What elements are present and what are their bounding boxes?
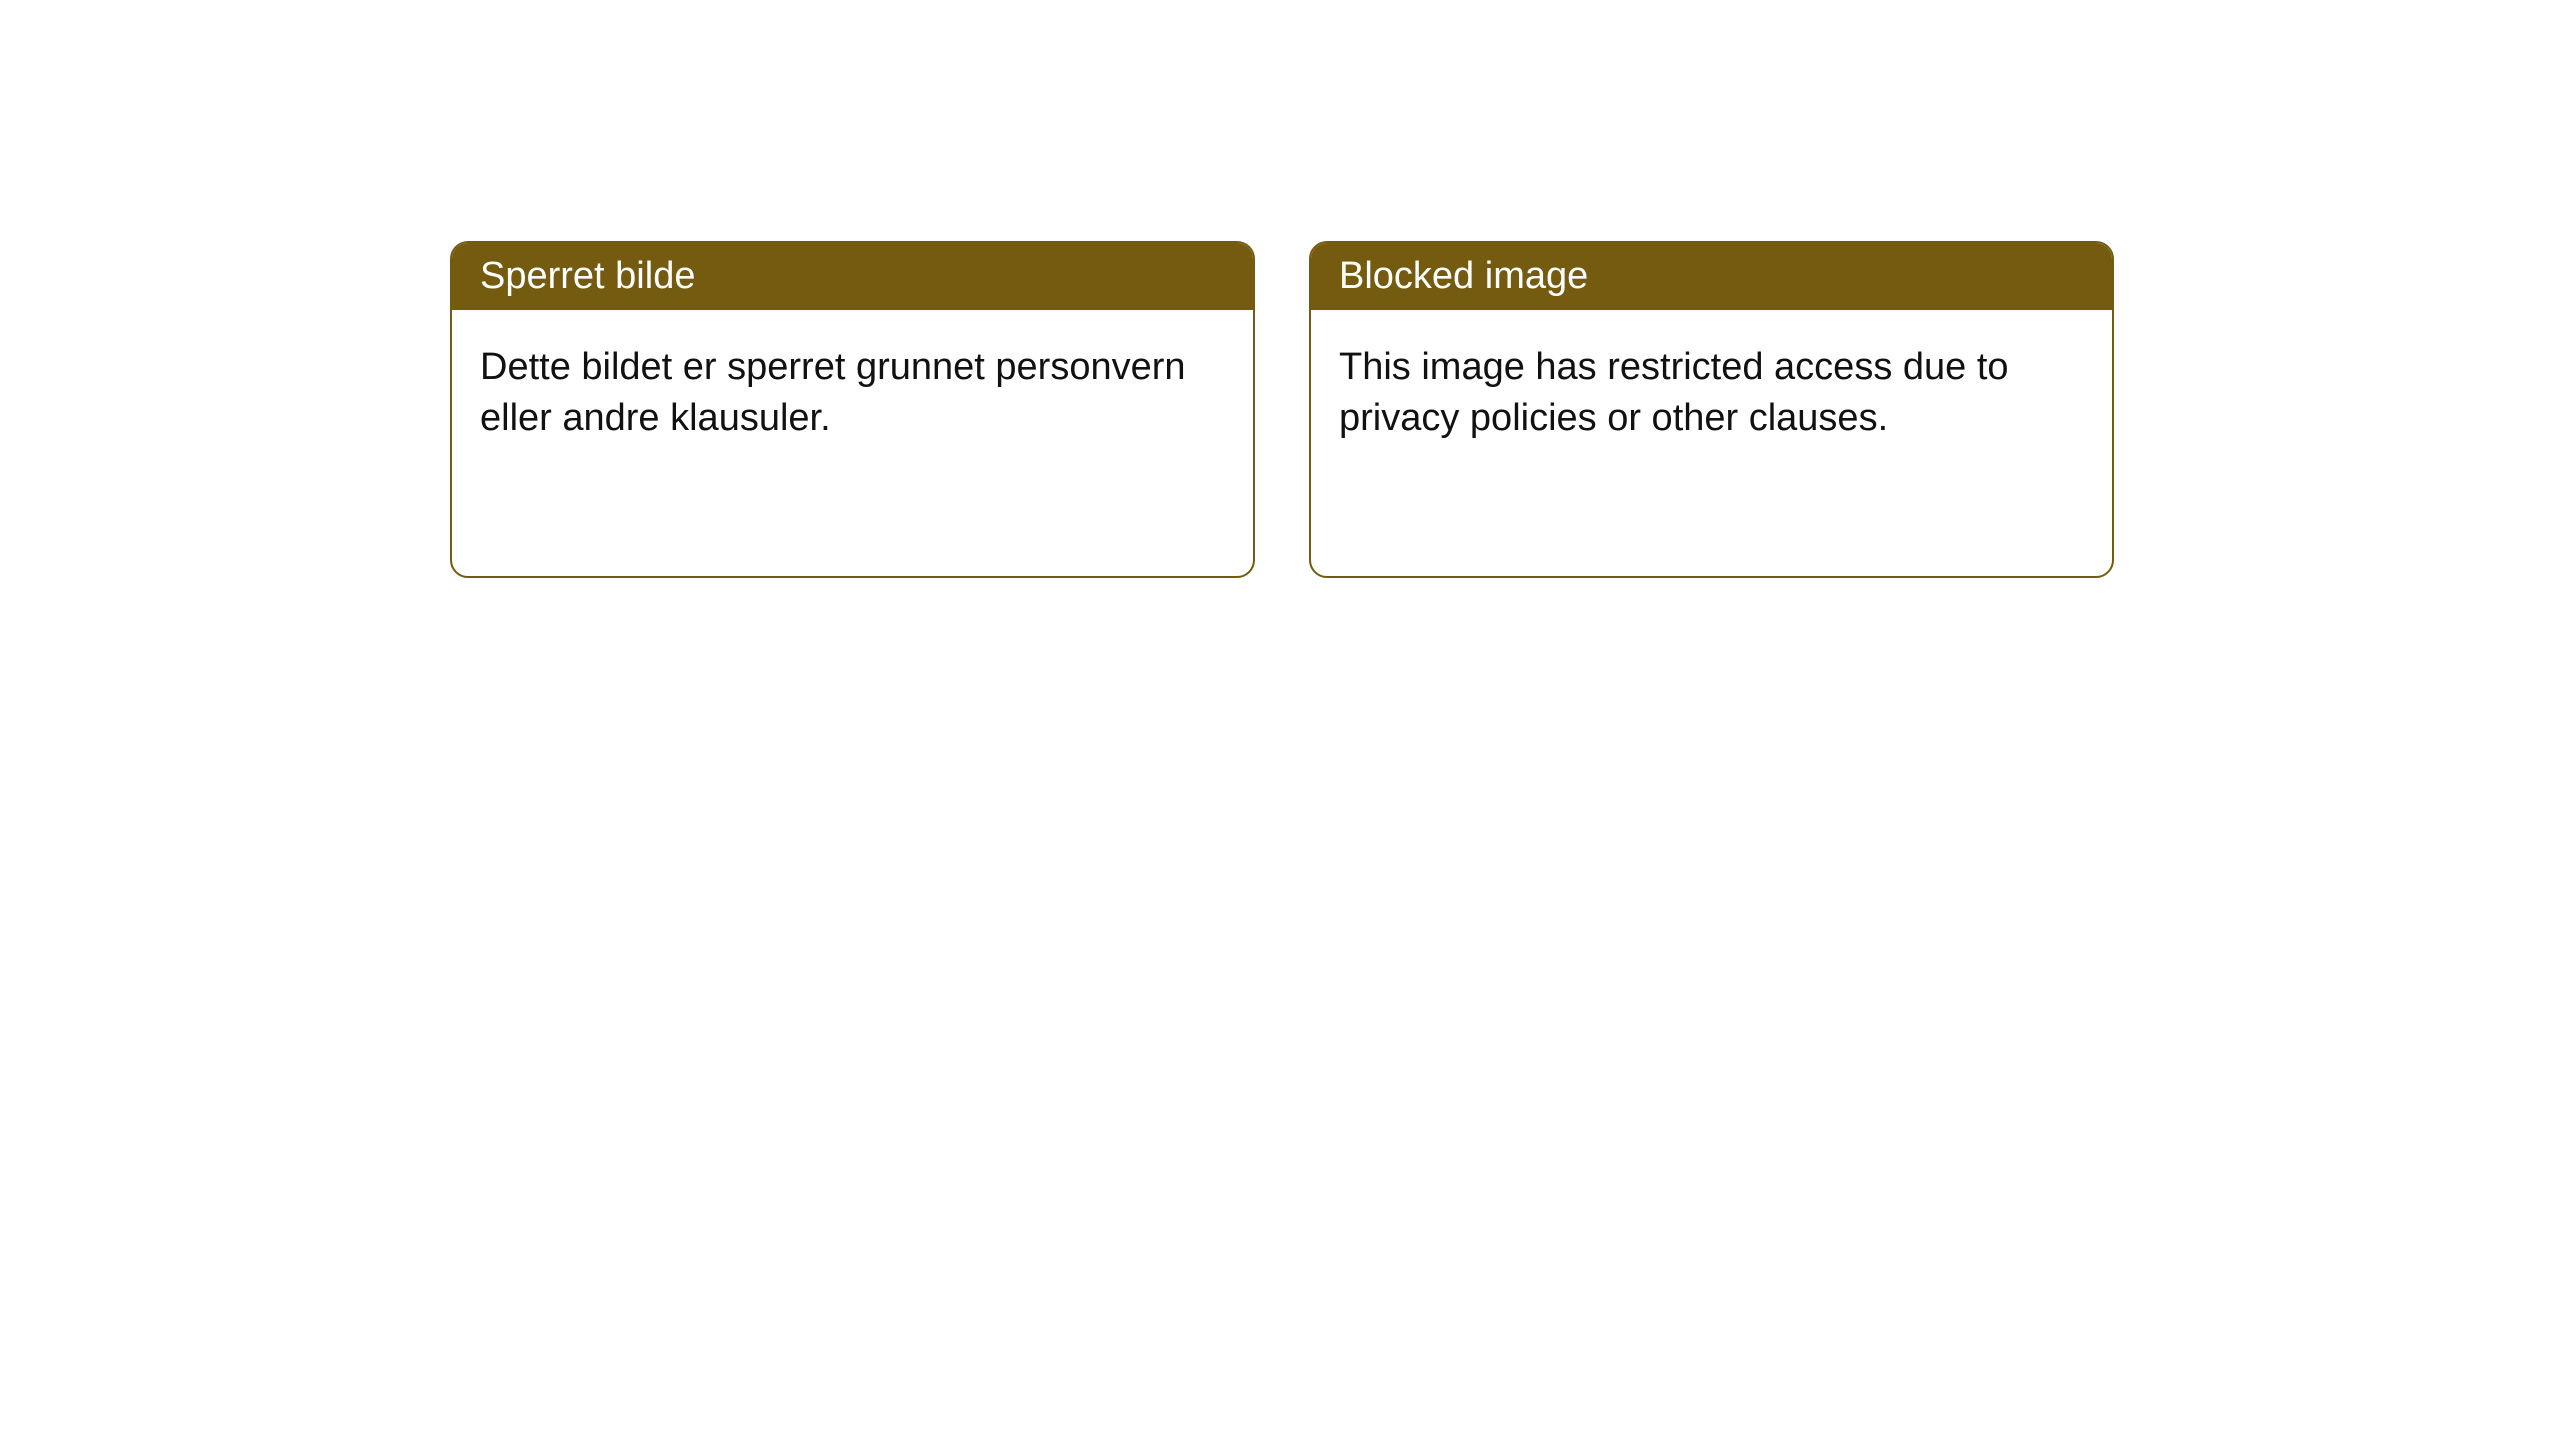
card-header: Sperret bilde [452,243,1253,310]
notice-cards-container: Sperret bilde Dette bildet er sperret gr… [0,0,2560,578]
card-title: Blocked image [1339,255,1588,298]
card-header: Blocked image [1311,243,2112,310]
card-body-text: This image has restricted access due to … [1339,342,2084,445]
notice-card-english: Blocked image This image has restricted … [1309,241,2114,578]
card-body-text: Dette bildet er sperret grunnet personve… [480,342,1225,445]
card-body: Dette bildet er sperret grunnet personve… [452,310,1253,576]
card-body: This image has restricted access due to … [1311,310,2112,576]
notice-card-norwegian: Sperret bilde Dette bildet er sperret gr… [450,241,1255,578]
card-title: Sperret bilde [480,255,695,298]
